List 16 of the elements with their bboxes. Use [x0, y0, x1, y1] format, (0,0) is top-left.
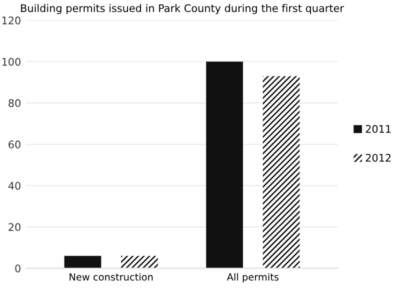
- bar: [121, 256, 158, 268]
- y-tick-label: 20: [8, 223, 20, 232]
- y-tick-label: 0: [15, 264, 20, 272]
- y-tick-label: 100: [2, 58, 20, 66]
- bar: [262, 76, 300, 268]
- bar: [206, 62, 243, 268]
- y-tick-label: 80: [8, 99, 20, 108]
- chart-title: Building permits issued in Park County during the first quarter: [21, 4, 344, 14]
- x-tick-label: All permits: [226, 273, 279, 283]
- x-tick-label: New construction: [70, 273, 153, 281]
- bar: [64, 256, 102, 268]
- y-tick-label: 60: [8, 140, 20, 148]
- y-tick-label: 40: [8, 182, 20, 190]
- y-tick-label: 120: [2, 16, 20, 24]
- legend-label: 2011: [366, 125, 391, 133]
- legend-label: 2012: [366, 154, 391, 162]
